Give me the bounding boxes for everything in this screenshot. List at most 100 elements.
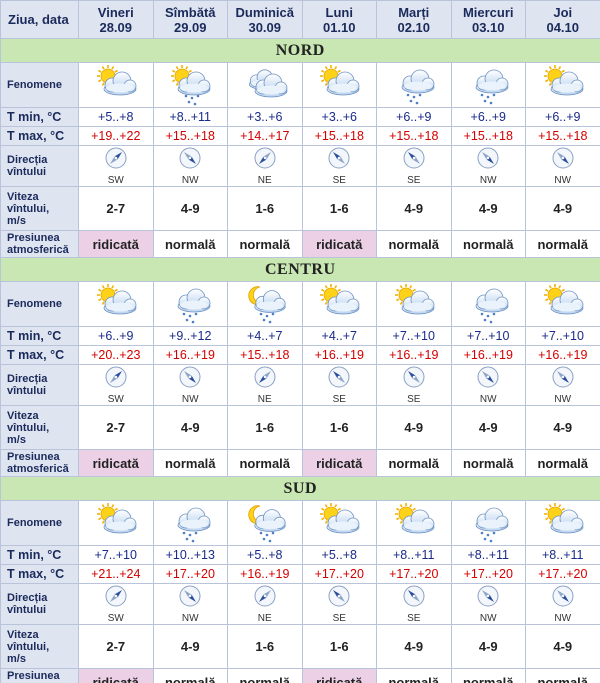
row-label: Viteza vîntului, m/s <box>0 624 79 669</box>
tmax-value: +15..+18 <box>376 126 452 146</box>
pressure-value: normală <box>450 449 526 477</box>
wind-direction: SE <box>303 147 377 186</box>
compass-arrow-icon <box>552 585 574 612</box>
weather-cell <box>78 281 154 327</box>
tmin-value: +6..+9 <box>525 107 600 127</box>
wind-direction-cell: NW <box>450 364 526 406</box>
region-title: CENTRU <box>0 257 600 282</box>
pressure-value: ridicată <box>301 668 377 683</box>
tmin-row: T min, °C +5..+8 +8..+11 +3..+6 +3..+6 +6..+9… <box>0 107 600 127</box>
wind-direction-cell: NW <box>152 364 228 406</box>
partly-cloudy-sun-icon <box>79 502 153 544</box>
day-date: 30.09 <box>248 19 282 35</box>
tmax-value: +15..+18 <box>301 126 377 146</box>
wind-speed-value: 2-7 <box>78 405 154 450</box>
wind-direction: NW <box>154 147 228 186</box>
partly-cloudy-sun-icon <box>79 64 153 106</box>
region-title: SUD <box>0 476 600 501</box>
tmax-value: +14..+17 <box>227 126 303 146</box>
wind-speed-value: 2-7 <box>78 186 154 231</box>
weather-cell <box>376 500 452 546</box>
wind-direction-cell: SE <box>301 364 377 406</box>
wind-speed-value: 1-6 <box>301 186 377 231</box>
row-label-text: Viteza <box>7 628 39 641</box>
phenomena-row: Fenomene <box>0 500 600 546</box>
day-header: Joi 04.10 <box>525 0 600 39</box>
compass-arrow-icon <box>105 366 127 393</box>
wind-direction-cell: NW <box>152 145 228 187</box>
header-label: Ziua, data <box>0 0 79 39</box>
row-label-text: T max, °C <box>7 567 65 581</box>
partly-cloudy-rain-icon <box>154 64 228 106</box>
region-title: NORD <box>0 38 600 63</box>
wind-direction-cell: NE <box>227 145 303 187</box>
pressure-value: normală <box>525 230 600 258</box>
phenomena-row: Fenomene <box>0 281 600 327</box>
wind-direction-cell: SE <box>376 583 452 625</box>
tmin-value: +3..+6 <box>301 107 377 127</box>
wind-direction: NW <box>452 585 526 624</box>
wind-speed-value: 2-7 <box>78 624 154 669</box>
partly-cloudy-sun-icon <box>377 502 451 544</box>
wind-direction-label: NW <box>554 174 572 186</box>
row-label: Fenomene <box>0 62 79 108</box>
wind-direction-row: Direcția vîntului SW NW NE SE SE NW NW <box>0 583 600 625</box>
wind-direction-label: SE <box>332 393 346 405</box>
compass-arrow-icon <box>179 585 201 612</box>
wind-direction-label: NE <box>257 174 272 186</box>
compass-arrow-icon <box>179 147 201 174</box>
wind-direction-cell: SW <box>78 364 154 406</box>
wind-direction-label: SE <box>407 393 421 405</box>
weather-cell <box>227 500 303 546</box>
region-row: SUD <box>0 476 600 501</box>
row-label-text: Presiunea <box>7 670 60 682</box>
tmax-value: +16..+19 <box>450 345 526 365</box>
tmax-value: +19..+22 <box>78 126 154 146</box>
weather-cell <box>525 500 600 546</box>
compass-arrow-icon <box>105 585 127 612</box>
row-label: Direcția vîntului <box>0 583 79 625</box>
wind-direction: NW <box>526 585 600 624</box>
weather-cell <box>78 500 154 546</box>
weather-cell <box>152 500 228 546</box>
tmin-value: +6..+9 <box>450 107 526 127</box>
wind-direction-cell: NE <box>227 364 303 406</box>
wind-direction: SW <box>79 585 153 624</box>
row-label: Viteza vîntului, m/s <box>0 405 79 450</box>
compass-arrow-icon <box>403 585 425 612</box>
wind-direction-label: SE <box>332 174 346 186</box>
wind-direction-label: NE <box>257 393 272 405</box>
compass-arrow-icon <box>328 147 350 174</box>
pressure-value: normală <box>227 449 303 477</box>
tmax-value: +17..+20 <box>450 564 526 584</box>
compass-arrow-icon <box>105 147 127 174</box>
day-header: Duminică 30.09 <box>227 0 303 39</box>
weather-cell <box>152 62 228 108</box>
tmin-value: +8..+11 <box>525 545 600 565</box>
weather-cell <box>301 62 377 108</box>
wind-speed-value: 1-6 <box>301 405 377 450</box>
wind-direction-cell: SE <box>376 364 452 406</box>
wind-speed-value: 4-9 <box>376 405 452 450</box>
wind-speed-value: 1-6 <box>227 624 303 669</box>
wind-direction: NW <box>526 147 600 186</box>
compass-arrow-icon <box>403 147 425 174</box>
weather-cell <box>450 62 526 108</box>
wind-direction-cell: NW <box>152 583 228 625</box>
wind-speed-value: 1-6 <box>301 624 377 669</box>
tmax-row: T max, °C +21..+24 +17..+20 +16..+19 +17..+2… <box>0 564 600 584</box>
tmax-value: +16..+19 <box>227 564 303 584</box>
day-header: Miercuri 03.10 <box>450 0 526 39</box>
tmax-row: T max, °C +19..+22 +15..+18 +14..+17 +15..+1… <box>0 126 600 146</box>
wind-direction: NW <box>154 585 228 624</box>
cloudy-rain-icon <box>452 502 526 544</box>
wind-direction-row: Direcția vîntului SW NW NE SE SE NW NW <box>0 145 600 187</box>
wind-speed-value: 1-6 <box>227 405 303 450</box>
row-label-text: T min, °C <box>7 110 62 124</box>
weather-cell <box>227 281 303 327</box>
tmin-value: +5..+8 <box>227 545 303 565</box>
wind-speed-row: Viteza vîntului, m/s 2-7 4-9 1-6 1-6 4-9 4-9 4-9 <box>0 624 600 669</box>
wind-speed-value: 4-9 <box>376 186 452 231</box>
